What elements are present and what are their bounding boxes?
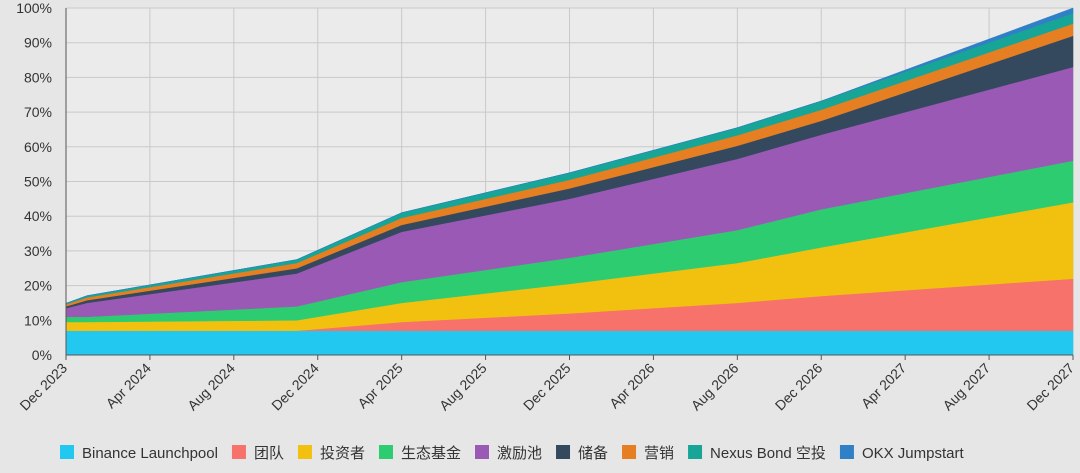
legend-label: 团队 bbox=[254, 445, 284, 462]
legend-label: 生态基金 bbox=[401, 445, 461, 462]
legend-swatch bbox=[297, 445, 312, 459]
x-tick-label: Dec 2024 bbox=[268, 360, 322, 414]
legend-label: OKX Jumpstart bbox=[862, 445, 965, 462]
y-tick-label: 50% bbox=[24, 174, 52, 190]
x-tick-label: Apr 2026 bbox=[606, 360, 658, 412]
legend-swatch bbox=[622, 445, 637, 459]
x-tick-label: Apr 2027 bbox=[858, 360, 910, 412]
area-series-group bbox=[65, 7, 1074, 356]
x-tick-label: Dec 2027 bbox=[1023, 360, 1077, 414]
area-series-okx-jumpstart bbox=[65, 7, 1074, 304]
legend-label: 激励池 bbox=[497, 445, 542, 462]
x-axis: Dec 2023 Apr 2024 Aug 2024 Dec 2024 Apr 2025… bbox=[16, 354, 1077, 414]
legend-label: 储备 bbox=[578, 445, 608, 462]
y-tick-label: 0% bbox=[32, 347, 52, 363]
x-tick-label: Aug 2026 bbox=[688, 360, 742, 414]
legend-item[interactable]: Binance Launchpool bbox=[60, 445, 218, 462]
legend-swatch bbox=[556, 445, 571, 459]
x-tick-label: Aug 2027 bbox=[939, 360, 993, 414]
legend-swatch bbox=[688, 445, 703, 459]
y-tick-label: 60% bbox=[24, 139, 52, 155]
legend-label: Nexus Bond 空投 bbox=[710, 445, 826, 462]
y-tick-label: 80% bbox=[24, 69, 52, 85]
legend: Binance Launchpool 团队 投资者 生态基金 激励池 储备 营销 Nexus … bbox=[60, 445, 964, 462]
y-tick-label: 20% bbox=[24, 278, 52, 294]
y-tick-label: 10% bbox=[24, 312, 52, 328]
legend-item[interactable]: 营销 bbox=[622, 445, 674, 462]
legend-swatch bbox=[378, 445, 393, 459]
x-tick-label: Apr 2024 bbox=[103, 360, 155, 412]
legend-label: 投资者 bbox=[320, 445, 365, 462]
legend-label: Binance Launchpool bbox=[82, 445, 218, 462]
x-tick-label: Aug 2024 bbox=[184, 360, 238, 414]
legend-swatch bbox=[839, 445, 854, 459]
legend-item[interactable]: 生态基金 bbox=[378, 445, 461, 462]
legend-label: 营销 bbox=[644, 445, 674, 462]
x-tick-label: Aug 2025 bbox=[436, 360, 490, 414]
legend-swatch bbox=[475, 445, 489, 459]
y-tick-label: 30% bbox=[24, 243, 52, 259]
legend-item[interactable]: OKX Jumpstart bbox=[839, 445, 965, 462]
y-tick-label: 70% bbox=[24, 104, 52, 120]
legend-item[interactable]: 储备 bbox=[556, 445, 608, 462]
x-tick-label: Dec 2025 bbox=[520, 360, 574, 414]
area-series-binance-launchpool bbox=[65, 330, 1074, 356]
legend-item[interactable]: 投资者 bbox=[297, 445, 365, 462]
legend-item[interactable]: 团队 bbox=[231, 445, 284, 462]
x-tick-label: Apr 2025 bbox=[354, 360, 406, 412]
legend-item[interactable]: Nexus Bond 空投 bbox=[688, 445, 826, 462]
legend-item[interactable]: 激励池 bbox=[475, 445, 542, 462]
x-tick-label: Dec 2026 bbox=[772, 360, 826, 414]
y-tick-label: 100% bbox=[16, 0, 52, 16]
y-tick-label: 40% bbox=[24, 208, 52, 224]
y-tick-label: 90% bbox=[24, 35, 52, 51]
legend-swatch bbox=[60, 445, 74, 459]
y-axis: 0% 10% 20% 30% 40% 50% 60% 70% 80% 90% 100% bbox=[16, 0, 67, 363]
x-tick-label: Dec 2023 bbox=[16, 360, 70, 414]
legend-swatch bbox=[231, 445, 246, 459]
